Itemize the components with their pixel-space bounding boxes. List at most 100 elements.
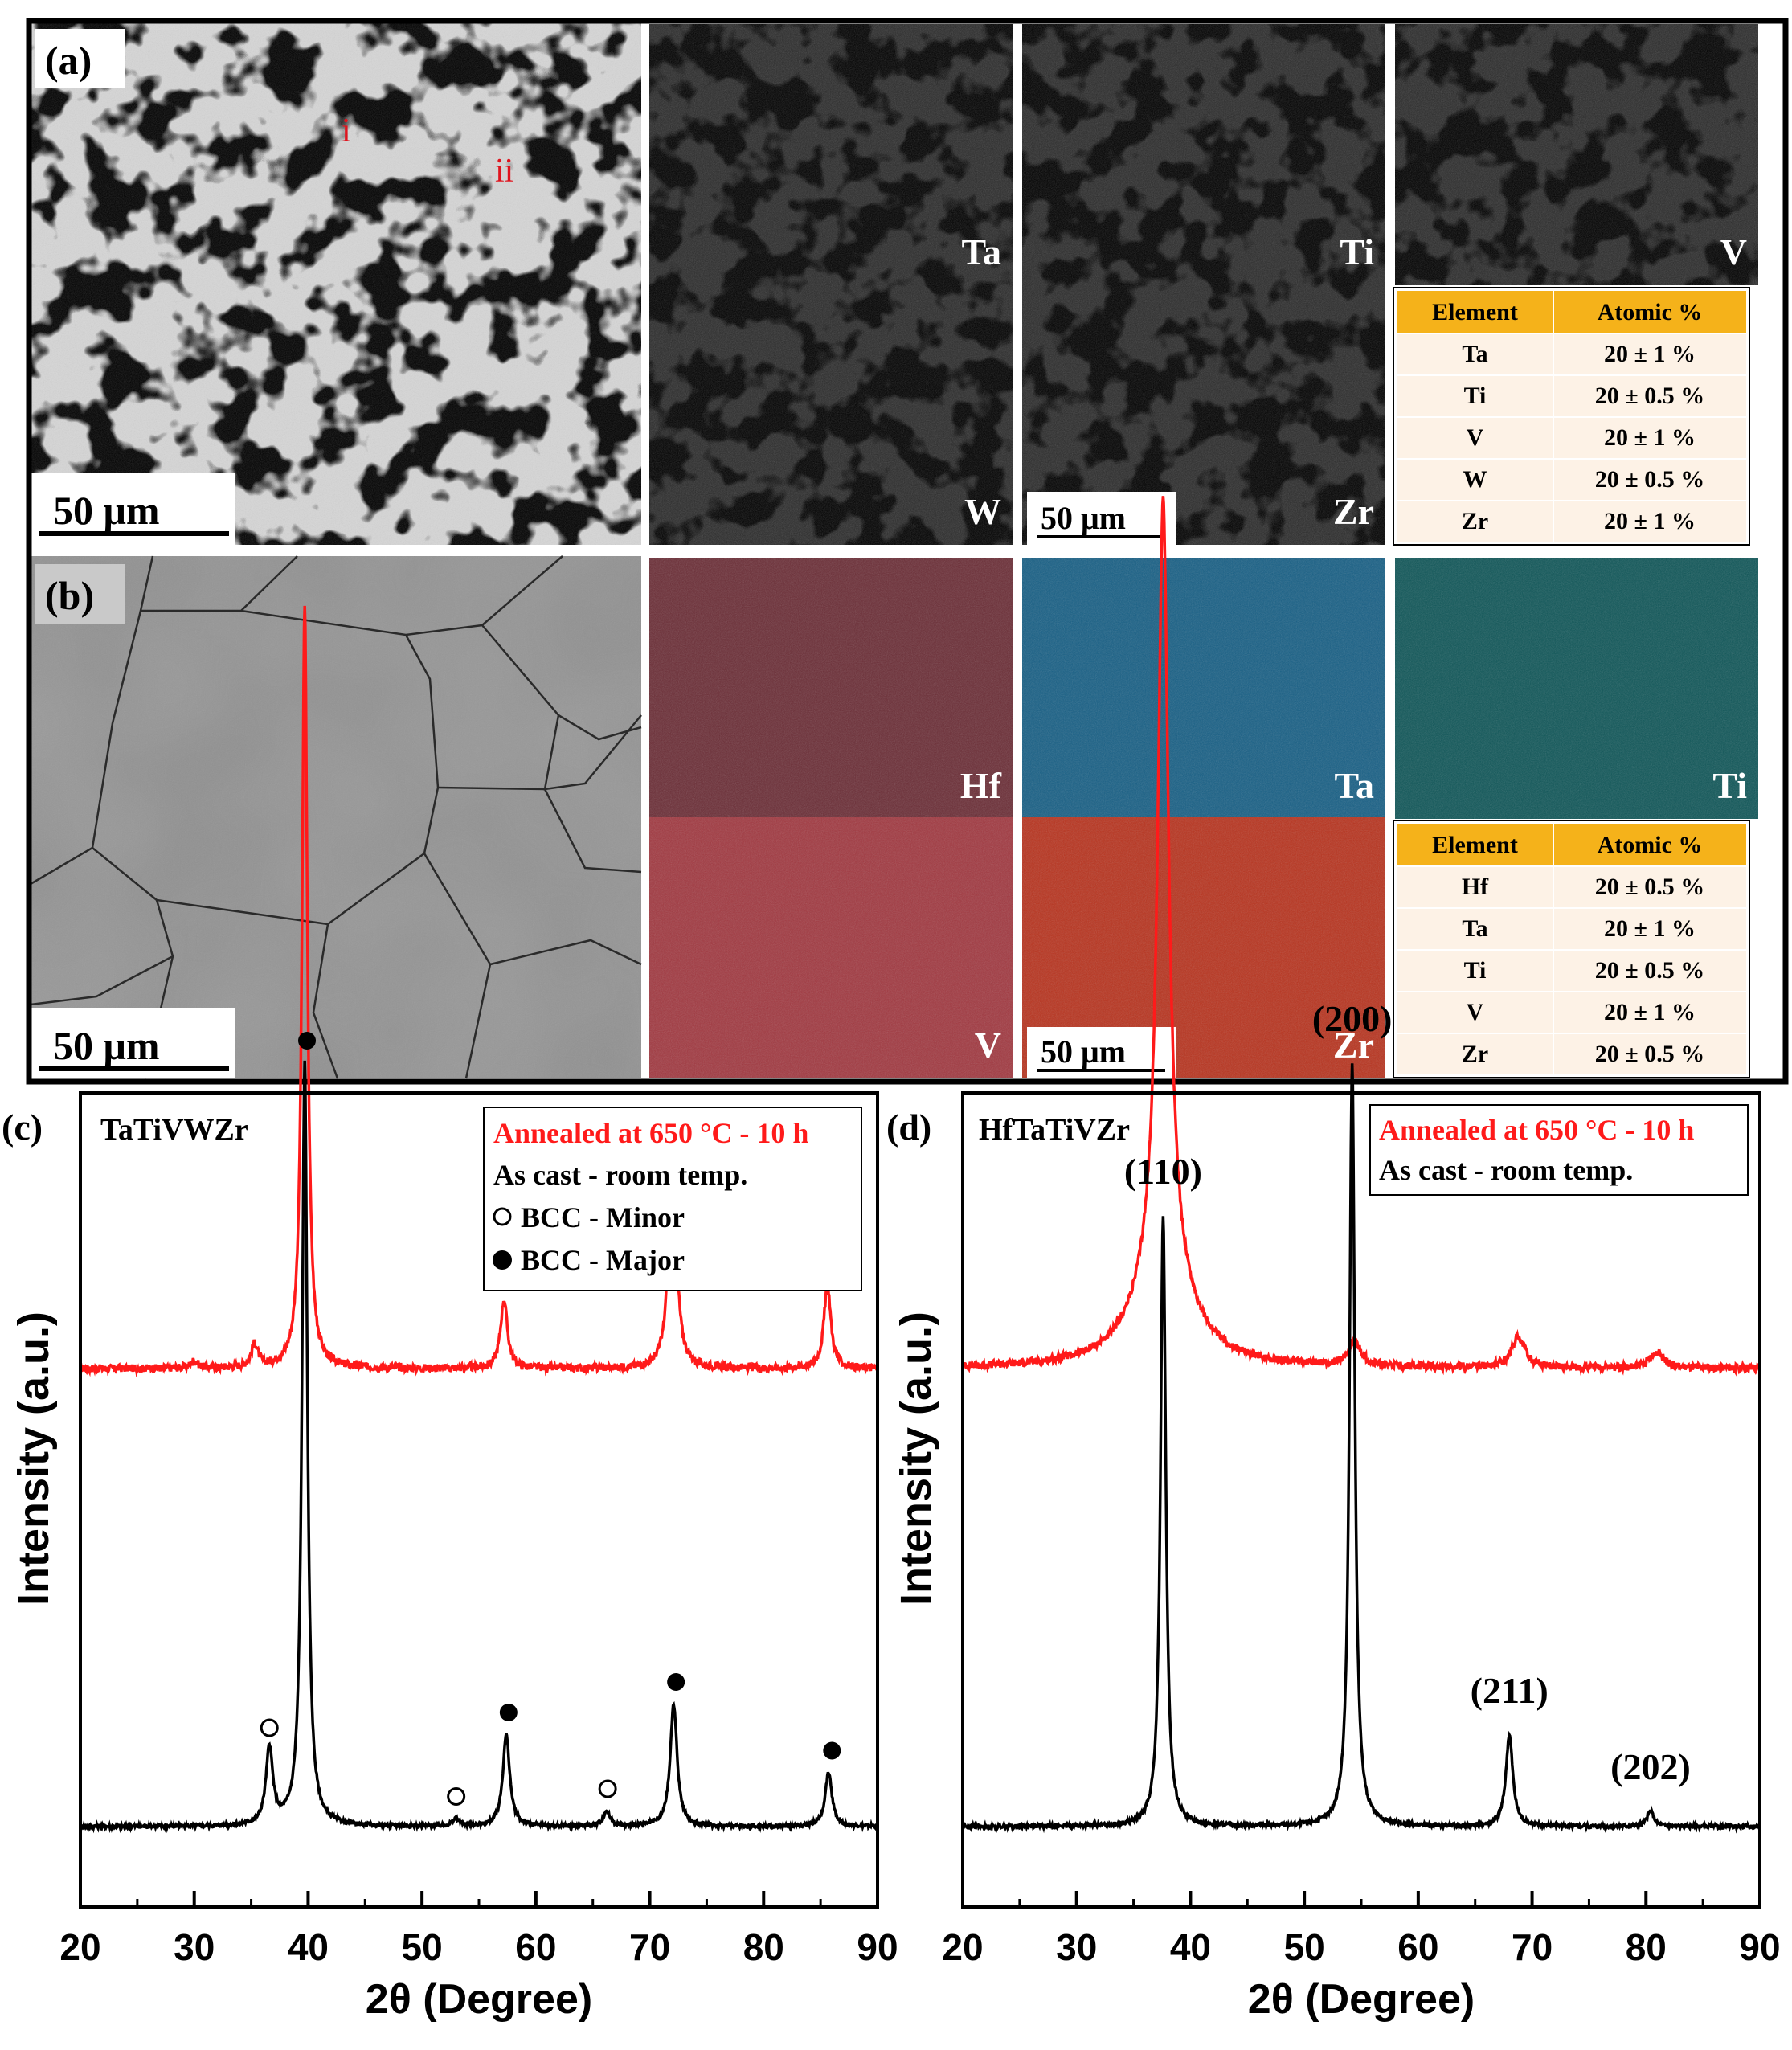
chart-c-xlabel: 2θ (Degree) — [366, 1976, 592, 2023]
panel-b-label-box — [35, 564, 125, 624]
panel-b-map-ta: Ta — [1022, 558, 1385, 819]
panel-a-map-label-ta: Ta — [962, 231, 1001, 272]
c-xtick-label: 90 — [857, 1926, 898, 1968]
panel-b-table-cell: Ta — [1462, 915, 1487, 942]
panel-a-map-label-zr: Zr — [1333, 491, 1374, 532]
c-marker-bcc-minor — [598, 1779, 617, 1798]
panel-b-table-cell: 20 ± 1 % — [1604, 915, 1696, 942]
chart-c-legend-minor: BCC - Minor — [521, 1201, 685, 1234]
chart-c-panel-label: (c) — [2, 1107, 43, 1148]
panel-b-scale-bar-label: 50 μm — [53, 1023, 160, 1068]
chart-c-markers — [260, 1032, 841, 1806]
panel-a-label: (a) — [45, 38, 92, 83]
panel-a-table-cell: Zr — [1462, 508, 1488, 534]
chart-d-panel-label: (d) — [886, 1107, 931, 1148]
c-xtick-label: 30 — [174, 1926, 215, 1968]
chart-d-peak-labels: (110) (200) (211) (202) — [1124, 998, 1691, 1787]
chart-d-legend-annealed: Annealed at 650 °C - 10 h — [1379, 1114, 1694, 1146]
c-xtick-label: 50 — [402, 1926, 443, 1968]
chart-c-frame — [79, 1091, 879, 1909]
c-marker-bcc-minor — [260, 1718, 279, 1737]
point-label-i: i — [342, 113, 351, 149]
panel-b-table-cell: Ti — [1464, 957, 1487, 984]
panel-a-sem-image — [31, 23, 641, 545]
panel-a-table-cell: 20 ± 1 % — [1604, 424, 1696, 451]
c-xtick-label: 20 — [59, 1926, 100, 1968]
panel-b-map-hf: Hf — [649, 558, 1013, 819]
d-xtick-label: 30 — [1056, 1926, 1097, 1968]
panel-b-map-label-v: V — [975, 1025, 1001, 1066]
panel-b-table-header-1: Atomic % — [1598, 832, 1703, 858]
c-series-as-cast — [79, 1060, 879, 1834]
chart-d-legend-as-cast: As cast - room temp. — [1379, 1154, 1633, 1186]
panel-a-map-ti: Ti — [1022, 24, 1385, 285]
panel-a-table-cell: 20 ± 1 % — [1604, 341, 1696, 367]
d-peak-label: (200) — [1312, 998, 1393, 1039]
d-peak-label: (211) — [1471, 1670, 1549, 1711]
c-xtick-label: 80 — [743, 1926, 784, 1968]
panel-a-map-label-ti: Ti — [1340, 231, 1374, 272]
panel-a-map-w: W — [649, 284, 1013, 545]
panel-b-map-v: V — [649, 817, 1013, 1078]
c-marker-bcc-minor — [447, 1787, 466, 1806]
panel-a-map-scale-bar-label: 50 μm — [1041, 500, 1126, 536]
chart-d-frame — [961, 1091, 1761, 1909]
panel-a-table-cell: 20 ± 1 % — [1604, 508, 1696, 534]
panel-b-map-label-ti: Ti — [1712, 765, 1747, 806]
c-xtick-label: 40 — [288, 1926, 329, 1968]
chart-d-ylabel: Intensity (a.u.) — [892, 1311, 940, 1606]
d-xtick-label: 40 — [1170, 1926, 1211, 1968]
d-xtick-label: 90 — [1739, 1926, 1780, 1968]
panel-b-map-scale-bar-label: 50 μm — [1041, 1033, 1126, 1070]
panel-b-map-label-hf: Hf — [960, 765, 1002, 806]
panel-b-table-cell: Zr — [1462, 1041, 1488, 1067]
panel-a-map-label-v: V — [1720, 231, 1747, 272]
c-xtick-label: 60 — [515, 1926, 556, 1968]
chart-d-title: HfTaTiVZr — [979, 1113, 1130, 1147]
d-peak-label: (110) — [1124, 1151, 1202, 1192]
panel-a-table-cell: Ta — [1462, 341, 1487, 367]
chart-c-legend-annealed: Annealed at 650 °C - 10 h — [493, 1117, 808, 1149]
panel-b-eds-maps: Hf Ta Ti V Zr — [649, 558, 1758, 1078]
d-xtick-label: 80 — [1626, 1926, 1667, 1968]
panel-a-table-header-0: Element — [1432, 299, 1518, 325]
panel-b-table-cell: 20 ± 0.5 % — [1595, 957, 1704, 984]
d-xtick-label: 60 — [1397, 1926, 1438, 1968]
d-series-annealed — [961, 496, 1761, 1377]
d-xtick-label: 70 — [1512, 1926, 1553, 1968]
xrd-chart-d: 20 30 40 50 60 70 80 90 (110) (200) (211) (202) (d… — [886, 496, 1781, 2023]
panel-b-label: (b) — [45, 573, 94, 618]
panel-b-map-ti: Ti — [1395, 558, 1758, 819]
panel-b-table-cell: Hf — [1462, 874, 1489, 900]
panel-a-map-label-w: W — [964, 491, 1001, 532]
chart-d-legend-box — [1369, 1104, 1749, 1196]
chart-d-legend: Annealed at 650 °C - 10 h As cast - room… — [1369, 1104, 1749, 1196]
c-marker-bcc-major — [499, 1704, 518, 1721]
chart-c-legend-major-marker — [493, 1250, 512, 1270]
c-xtick-label: 70 — [629, 1926, 670, 1968]
panel-b-table-cell: 20 ± 0.5 % — [1595, 874, 1704, 900]
panel-a-map-v: V — [1395, 24, 1758, 285]
panel-b-sem-image — [30, 555, 642, 1079]
panel-a-table-cell: W — [1463, 466, 1487, 493]
panel-b-table-cell: 20 ± 0.5 % — [1595, 1041, 1704, 1067]
panel-a-eds-maps: Ta Ti VW Zr — [649, 24, 1758, 545]
c-series-annealed — [79, 605, 879, 1378]
xrd-chart-c: 20 30 40 50 60 70 80 90 (c) TaTiVWZr 2θ (Degree… — [2, 605, 898, 2023]
panel-b-table-header-0: Element — [1432, 832, 1518, 858]
panel-a-label-box — [35, 29, 125, 88]
panel-a-table-cell: 20 ± 0.5 % — [1595, 466, 1704, 493]
chart-c-ticks: 20 30 40 50 60 70 80 90 — [59, 1891, 898, 1968]
panel-b-table-cell: 20 ± 1 % — [1604, 999, 1696, 1025]
panel-b-composition-table: Element Atomic % Hf 20 ± 0.5 % Ta 20 ± 1 % Ti 2… — [1393, 820, 1750, 1078]
chart-d-ticks: 20 30 40 50 60 70 80 90 — [942, 1891, 1781, 1968]
point-label-ii: ii — [495, 153, 513, 190]
c-marker-bcc-major — [823, 1741, 841, 1760]
panel-a-table-cell: Ti — [1464, 383, 1487, 409]
panel-a-table-cell: V — [1467, 424, 1484, 451]
panel-a-table-header-1: Atomic % — [1598, 299, 1703, 325]
chart-c-legend-box — [483, 1107, 862, 1291]
panel-a-scale-bar-label: 50 μm — [53, 488, 160, 533]
panel-a-composition-table: Element Atomic % Ta 20 ± 1 % Ti 20 ± 0.5 % V 20… — [1393, 287, 1750, 546]
